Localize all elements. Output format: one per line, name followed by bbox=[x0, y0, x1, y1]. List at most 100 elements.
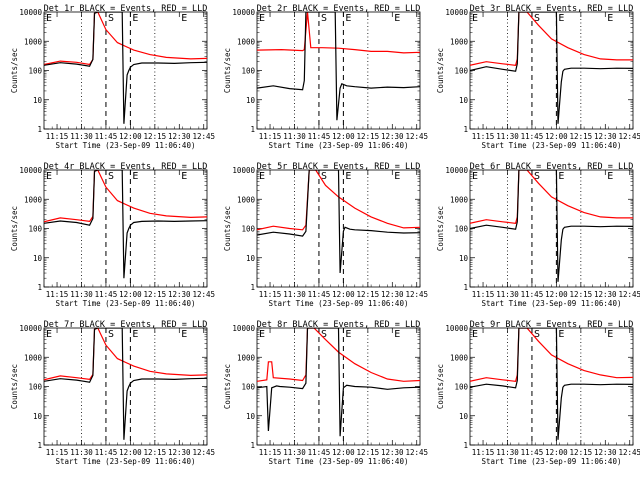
panel-2r-xtick-label: 11:15 bbox=[259, 132, 282, 141]
panel-4r-xtick-label: 11:45 bbox=[95, 290, 118, 299]
panel-4r-xtick-label: 12:45 bbox=[192, 290, 215, 299]
panel-6r-xtick-label: 11:45 bbox=[521, 290, 544, 299]
panel-3r-xlabel: Start Time (23-Sep-09 11:06:40) bbox=[482, 141, 622, 150]
panel-3r: Det 3r BLACK = Events, RED = LLD 1 10 100 10… bbox=[436, 4, 640, 150]
panel-7r-ytick-label: 1 bbox=[37, 441, 42, 450]
panel-6r-xtick-label: 12:00 bbox=[545, 290, 568, 299]
panel-7r-xlabel: Start Time (23-Sep-09 11:06:40) bbox=[56, 457, 196, 466]
panel-4r-ytick-label: 1000 bbox=[24, 195, 43, 204]
panel-1r-xtick-label: 11:45 bbox=[95, 132, 118, 141]
panel-6r-marker-s: S bbox=[534, 171, 540, 182]
panel-7r-ytick-label: 10000 bbox=[19, 324, 42, 333]
panel-2r-events-line bbox=[257, 12, 420, 121]
panel-6r-xtick-label: 12:15 bbox=[570, 290, 593, 299]
panel-4r-title: Det 4r BLACK = Events, RED = LLD bbox=[44, 162, 208, 172]
panel-2r-lld-line bbox=[257, 12, 420, 54]
panel-7r-frame bbox=[43, 327, 208, 446]
panel-7r-ytick-label: 10 bbox=[33, 412, 43, 421]
panel-7r-xtick-label: 12:15 bbox=[144, 448, 167, 457]
panel-5r-xtick-label: 11:30 bbox=[283, 290, 306, 299]
panel-9r-events-line bbox=[470, 328, 633, 440]
panel-5r-marker-e-right: E bbox=[394, 171, 400, 182]
panel-7r-events-line bbox=[44, 328, 207, 440]
panel-5r-marker-e-left: E bbox=[259, 171, 265, 182]
panel-2r-xtick-label: 11:30 bbox=[283, 132, 306, 141]
panel-1r-lld-line bbox=[44, 12, 207, 66]
panel-5r-xtick-label: 12:15 bbox=[357, 290, 380, 299]
panel-8r-events-line bbox=[257, 328, 420, 437]
panel-4r-xtick-label: 12:00 bbox=[119, 290, 142, 299]
panel-2r-xlabel: Start Time (23-Sep-09 11:06:40) bbox=[269, 141, 409, 150]
panel-8r-ytick-label: 10000 bbox=[232, 324, 255, 333]
panel-1r-ylabel: Counts/sec bbox=[10, 48, 19, 93]
panel-7r-marker-e-left: E bbox=[46, 329, 52, 340]
panel-5r-lld-line bbox=[257, 170, 420, 231]
panel-7r-xtick-label: 12:45 bbox=[192, 448, 215, 457]
panel-5r-xtick-label: 12:45 bbox=[405, 290, 428, 299]
panel-3r-xtick-label: 12:45 bbox=[618, 132, 640, 141]
panel-4r-xtick-label: 11:15 bbox=[46, 290, 69, 299]
panel-7r-xtick-label: 11:45 bbox=[95, 448, 118, 457]
panel-7r: Det 7r BLACK = Events, RED = LLD 1 10 100 10… bbox=[10, 320, 215, 466]
panel-5r-ytick-label: 100 bbox=[241, 225, 255, 234]
panel-6r-xtick-label: 11:30 bbox=[496, 290, 519, 299]
panel-1r-title: Det 1r BLACK = Events, RED = LLD bbox=[44, 4, 208, 14]
panel-9r-ytick-label: 1000 bbox=[450, 353, 469, 362]
panel-9r-ytick-label: 10000 bbox=[445, 324, 468, 333]
panel-1r-ytick-label: 1000 bbox=[24, 37, 43, 46]
panel-6r-marker-e-right: E bbox=[607, 171, 613, 182]
panel-2r-marker-e-left: E bbox=[259, 13, 265, 24]
panel-4r: Det 4r BLACK = Events, RED = LLD 1 10 100 10… bbox=[10, 162, 215, 308]
panel-2r-xtick-label: 12:15 bbox=[357, 132, 380, 141]
panel-9r-xlabel: Start Time (23-Sep-09 11:06:40) bbox=[482, 457, 622, 466]
panel-7r-xtick-label: 11:30 bbox=[70, 448, 93, 457]
panel-8r-ytick-label: 100 bbox=[241, 383, 255, 392]
panel-5r: Det 5r BLACK = Events, RED = LLD 1 10 100 10… bbox=[223, 162, 428, 308]
panel-3r-xtick-label: 12:15 bbox=[570, 132, 593, 141]
panel-7r-xtick-label: 12:30 bbox=[168, 448, 191, 457]
panel-8r-xtick-label: 11:30 bbox=[283, 448, 306, 457]
panel-5r-ytick-label: 10000 bbox=[232, 166, 255, 175]
panel-3r-marker-e-right: E bbox=[607, 13, 613, 24]
panel-5r-marker-s: S bbox=[321, 171, 327, 182]
panel-3r-ytick-label: 10000 bbox=[445, 8, 468, 17]
panel-6r-marker-e: E bbox=[558, 171, 564, 182]
panel-9r-marker-e-left: E bbox=[472, 329, 478, 340]
panel-1r-ytick-label: 100 bbox=[28, 67, 42, 76]
panel-5r-ylabel: Counts/sec bbox=[223, 206, 232, 251]
panel-1r-frame bbox=[43, 11, 208, 130]
panel-9r-marker-e-right: E bbox=[607, 329, 613, 340]
panel-8r-marker-e-left: E bbox=[259, 329, 265, 340]
panel-2r-xtick-label: 12:00 bbox=[332, 132, 355, 141]
panel-3r-ytick-label: 1000 bbox=[450, 37, 469, 46]
panel-6r-ytick-label: 1000 bbox=[450, 195, 469, 204]
panel-3r-xtick-label: 12:00 bbox=[545, 132, 568, 141]
panel-5r-events-line bbox=[257, 170, 420, 274]
panel-9r-xtick-label: 12:00 bbox=[545, 448, 568, 457]
panel-6r-lld-line bbox=[470, 170, 633, 224]
panel-8r-xtick-label: 11:45 bbox=[308, 448, 331, 457]
panel-1r-xlabel: Start Time (23-Sep-09 11:06:40) bbox=[56, 141, 196, 150]
panel-2r-xtick-label: 11:45 bbox=[308, 132, 331, 141]
panel-1r-marker-e-right: E bbox=[181, 13, 187, 24]
panel-2r-marker-e: E bbox=[345, 13, 351, 24]
panel-2r-xtick-label: 12:30 bbox=[381, 132, 404, 141]
panel-1r-marker-e-left: E bbox=[46, 13, 52, 24]
panel-9r-xtick-label: 12:15 bbox=[570, 448, 593, 457]
panel-8r-xtick-label: 12:00 bbox=[332, 448, 355, 457]
panel-3r-lld-line bbox=[470, 12, 633, 66]
panel-3r-xtick-label: 11:15 bbox=[472, 132, 495, 141]
panel-8r-ytick-label: 10 bbox=[246, 412, 256, 421]
panel-4r-frame bbox=[43, 169, 208, 288]
panel-3r-frame bbox=[469, 11, 634, 130]
panel-1r-xtick-label: 11:30 bbox=[70, 132, 93, 141]
panel-9r: Det 9r BLACK = Events, RED = LLD 1 10 100 10… bbox=[436, 320, 640, 466]
panel-2r-ytick-label: 1000 bbox=[237, 37, 256, 46]
panel-5r-xtick-label: 11:45 bbox=[308, 290, 331, 299]
panel-9r-title: Det 9r BLACK = Events, RED = LLD bbox=[470, 320, 634, 330]
panel-4r-marker-e-left: E bbox=[46, 171, 52, 182]
panel-9r-xtick-label: 11:30 bbox=[496, 448, 519, 457]
panel-8r: Det 8r BLACK = Events, RED = LLD 1 10 100 10… bbox=[223, 320, 428, 466]
panel-8r-xlabel: Start Time (23-Sep-09 11:06:40) bbox=[269, 457, 409, 466]
panel-7r-xtick-label: 12:00 bbox=[119, 448, 142, 457]
